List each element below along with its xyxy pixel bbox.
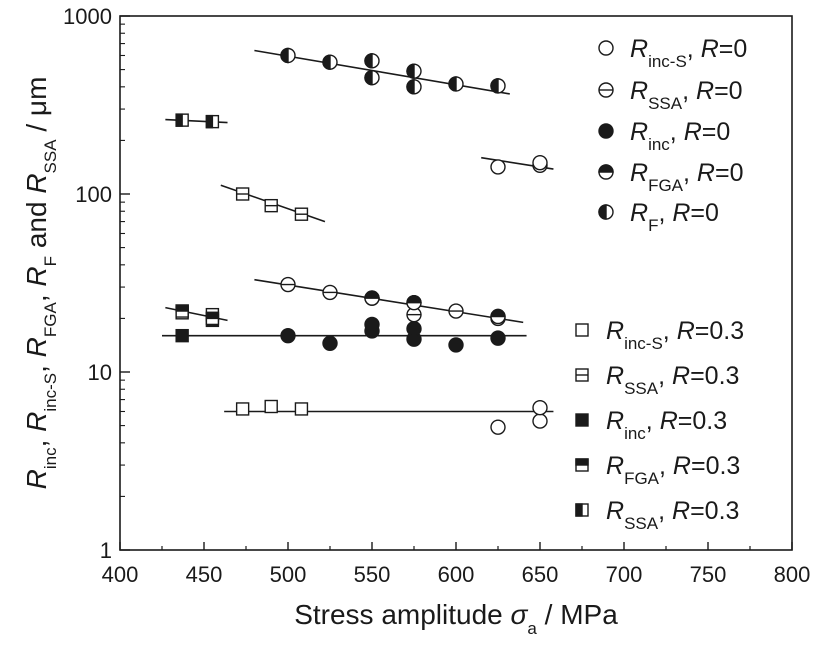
y-axis-title: Rinc, Rinc-S, RFGA, RF and RSSA / μm	[21, 77, 60, 490]
data-point	[175, 113, 189, 127]
legend-marker	[575, 413, 589, 427]
data-point	[364, 70, 380, 86]
x-tick-label: 800	[774, 562, 811, 587]
trend-lines	[162, 49, 554, 413]
legend-label: RFGA, R=0	[630, 159, 744, 195]
legend-label: Rinc, R=0.3	[606, 407, 727, 443]
legend-marker	[598, 164, 614, 180]
legend-label: Rinc-S, R=0	[630, 35, 747, 71]
legend-label: RSSA, R=0.3	[606, 362, 739, 398]
data-point	[264, 198, 278, 213]
y-tick-label: 1000	[63, 4, 112, 29]
data-point	[322, 284, 338, 301]
data-point	[235, 402, 250, 416]
data-point	[364, 316, 380, 333]
data-point	[406, 63, 422, 79]
data-point	[490, 308, 506, 325]
data-point	[294, 207, 309, 221]
data-point	[406, 79, 422, 95]
legend-entry: Rinc, R=0.3	[575, 407, 727, 443]
legend-marker	[575, 323, 589, 337]
x-ticks: 400 450 500 550 600 650 700 750 800	[102, 542, 811, 587]
legend-entry: RF, R=0	[598, 199, 719, 235]
legend-entry: RSSA, R=0.3	[575, 497, 739, 533]
legend-marker	[598, 123, 614, 139]
data-point	[532, 400, 548, 416]
legend-label: RFGA, R=0.3	[606, 452, 740, 488]
data-point	[406, 321, 422, 337]
x-tick-label: 600	[438, 562, 475, 587]
legend-entry: RFGA, R=0	[598, 159, 744, 195]
x-axis-title: Stress amplitude σa / MPa	[294, 599, 618, 638]
x-tick-label: 550	[354, 562, 391, 587]
y-tick-label: 1	[100, 538, 112, 563]
x-tick-label: 700	[606, 562, 643, 587]
legend-marker	[575, 503, 589, 517]
legend-entry: RSSA, R=0	[598, 77, 743, 113]
y-tick-label: 100	[75, 182, 112, 207]
legend-marker	[598, 204, 614, 220]
x-tick-label: 750	[690, 562, 727, 587]
legend-entry: Rinc, R=0	[598, 118, 730, 154]
x-tick-label: 500	[270, 562, 307, 587]
data-point	[205, 114, 220, 129]
data-point	[280, 47, 296, 64]
legend-label: RF, R=0	[630, 199, 719, 235]
legend-label: Rinc, R=0	[630, 118, 730, 154]
legend-entry: Rinc-S, R=0.3	[575, 317, 744, 353]
data-point	[364, 290, 380, 306]
data-point	[448, 303, 464, 319]
legend-label: RSSA, R=0.3	[606, 497, 739, 533]
legend-label: RSSA, R=0	[630, 77, 743, 113]
data-point	[490, 159, 506, 175]
data-point	[280, 276, 296, 293]
legend-marker	[598, 82, 614, 98]
y-tick-label: 10	[88, 360, 112, 385]
legend: Rinc-S, R=0 RSSA, R=0 Rinc, R=0 RFGA, R=0 RF…	[575, 35, 747, 533]
x-tick-label: 650	[522, 562, 559, 587]
legend-marker	[575, 368, 589, 382]
data-point	[448, 337, 464, 353]
data-point	[294, 402, 309, 416]
data-point	[322, 54, 338, 70]
legend-label: Rinc-S, R=0.3	[606, 317, 744, 353]
data-point	[175, 304, 189, 318]
data-point	[406, 306, 422, 323]
data-point	[532, 413, 548, 429]
data-point	[490, 330, 506, 346]
legend-marker	[598, 40, 614, 56]
legend-marker	[575, 458, 589, 472]
data-point	[490, 419, 506, 435]
legend-entry: RFGA, R=0.3	[575, 452, 740, 488]
data-point	[322, 335, 338, 351]
data-point	[406, 295, 422, 311]
trend-line	[254, 49, 510, 95]
data-point	[364, 53, 380, 69]
data-point	[235, 187, 250, 201]
data-point	[205, 311, 220, 326]
legend-entry: Rinc-S, R=0	[598, 35, 747, 71]
legend-entry: RSSA, R=0.3	[575, 362, 739, 398]
trend-line	[254, 278, 524, 324]
data-point	[448, 76, 464, 92]
x-tick-label: 400	[102, 562, 139, 587]
data-point	[175, 328, 189, 343]
data-point	[280, 327, 296, 344]
data-point	[490, 78, 506, 94]
data-point	[532, 154, 548, 171]
x-tick-label: 450	[186, 562, 223, 587]
data-points	[175, 47, 548, 435]
data-point	[264, 399, 278, 414]
y-ticks: 1 10 100 1000	[63, 4, 130, 563]
